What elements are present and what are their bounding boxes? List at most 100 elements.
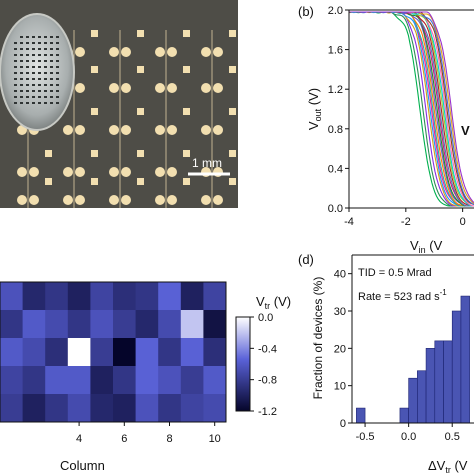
wafer-die [26, 54, 29, 56]
transfer-curve [349, 11, 474, 207]
contact-pad [213, 195, 223, 205]
wafer-inset [0, 13, 75, 131]
contact-pad [75, 167, 85, 177]
wafer-die [56, 48, 59, 50]
wafer-die [44, 42, 47, 44]
square-pad [183, 150, 190, 157]
wafer-die [38, 72, 41, 74]
x-tick-label: 0.5 [445, 431, 460, 443]
transfer-curve [349, 11, 474, 207]
panel-d-x-axis: -0.5 0.0 0.5 [356, 423, 460, 443]
heatmap-cell [203, 394, 227, 423]
wafer-die [32, 102, 35, 104]
heatmap-cell [180, 366, 204, 395]
heatmap-cell [180, 338, 204, 367]
heatmap-cell [0, 282, 24, 311]
heatmap-cell [0, 366, 24, 395]
square-pad [229, 150, 236, 157]
panel-b-xlabel: Vin (V [410, 238, 443, 255]
contact-pad [63, 195, 73, 205]
wafer-die [38, 90, 41, 92]
panel-b-xlabel-main: V [410, 238, 419, 253]
transfer-curve [349, 11, 474, 207]
wafer-die [26, 102, 29, 104]
square-pad [45, 150, 52, 157]
contact-pad [17, 195, 27, 205]
wafer-die [26, 96, 29, 98]
heatmap-cell [180, 310, 204, 339]
y-tick-label: 0.8 [328, 124, 343, 136]
y-tick-label: 1.6 [328, 45, 343, 57]
wafer-die [44, 66, 47, 68]
heatmap-cell [90, 338, 114, 367]
heatmap-cell [22, 310, 46, 339]
wafer-die [50, 84, 53, 86]
wafer-die [50, 102, 53, 104]
heatmap-cell [67, 310, 91, 339]
histogram-bars [356, 295, 470, 423]
wafer-die [14, 60, 17, 62]
heatmap-cell [203, 310, 227, 339]
wafer-die [38, 66, 41, 68]
heatmap-cell [158, 394, 182, 423]
heatmap-cell [45, 338, 69, 367]
wafer-die [26, 84, 29, 86]
square-pad [137, 108, 144, 115]
contact-pad [167, 167, 177, 177]
colorbar-label-sub: tr [265, 301, 271, 311]
panel-b-xlabel-sub: in [419, 245, 426, 255]
wafer-die [14, 72, 17, 74]
heatmap-cell [45, 282, 69, 311]
wafer-die [38, 60, 41, 62]
heatmap-cell [45, 394, 69, 423]
heatmap-cell [158, 366, 182, 395]
wafer-die [20, 90, 23, 92]
heatmap-cell [135, 366, 159, 395]
square-pad [229, 66, 236, 73]
wafer-die [32, 72, 35, 74]
wafer-die [26, 42, 29, 44]
transfer-curves [349, 11, 474, 207]
x-tick-label: 0.0 [401, 431, 416, 443]
square-pad [91, 150, 98, 157]
contact-pad [121, 167, 131, 177]
heatmap-frame [0, 281, 227, 423]
panel-d-y-axis: 0 10 20 30 40 [334, 269, 352, 430]
heatmap-cell [135, 338, 159, 367]
colorbar-label-main: V [256, 294, 265, 309]
heatmap-cell [158, 310, 182, 339]
transfer-curve [349, 11, 474, 207]
panel-d-xlabel: ΔVtr (V [428, 458, 468, 474]
wafer-die [14, 96, 17, 98]
wafer-die [32, 96, 35, 98]
colorbar-tick-label: -0.4 [258, 343, 277, 355]
heatmap-cell [90, 366, 114, 395]
heatmap-cell [67, 366, 91, 395]
histogram-bar [425, 348, 436, 423]
wafer-die [44, 72, 47, 74]
colorbar-tick-label: 0.0 [258, 312, 273, 324]
wafer-die [44, 84, 47, 86]
y-tick-label: 0 [340, 418, 346, 430]
panel-c-xlabel: Column [60, 458, 105, 473]
wafer-die [50, 36, 53, 38]
square-pad [229, 178, 236, 185]
panel-d-ylabel: Fraction of devices (%) [311, 277, 325, 400]
panel-d: (d) Fraction of devices (%) 0 10 20 30 40 -0… [298, 252, 474, 474]
square-pad [137, 150, 144, 157]
heatmap-cell [0, 338, 24, 367]
wafer-die [56, 60, 59, 62]
wafer-die [38, 54, 41, 56]
panel-b-x-axis: -4 -2 0 [344, 208, 466, 228]
heatmap-cell [135, 282, 159, 311]
panel-b-ylabel-sub: out [313, 108, 323, 121]
heatmap-cell [203, 338, 227, 367]
wafer-die [32, 48, 35, 50]
contact-pad [121, 195, 131, 205]
square-pad [183, 108, 190, 115]
transfer-curve [349, 11, 474, 206]
contact-pad [201, 47, 211, 57]
transfer-curve [349, 11, 474, 207]
heatmap-cell [22, 394, 46, 423]
contact-pad [121, 83, 131, 93]
